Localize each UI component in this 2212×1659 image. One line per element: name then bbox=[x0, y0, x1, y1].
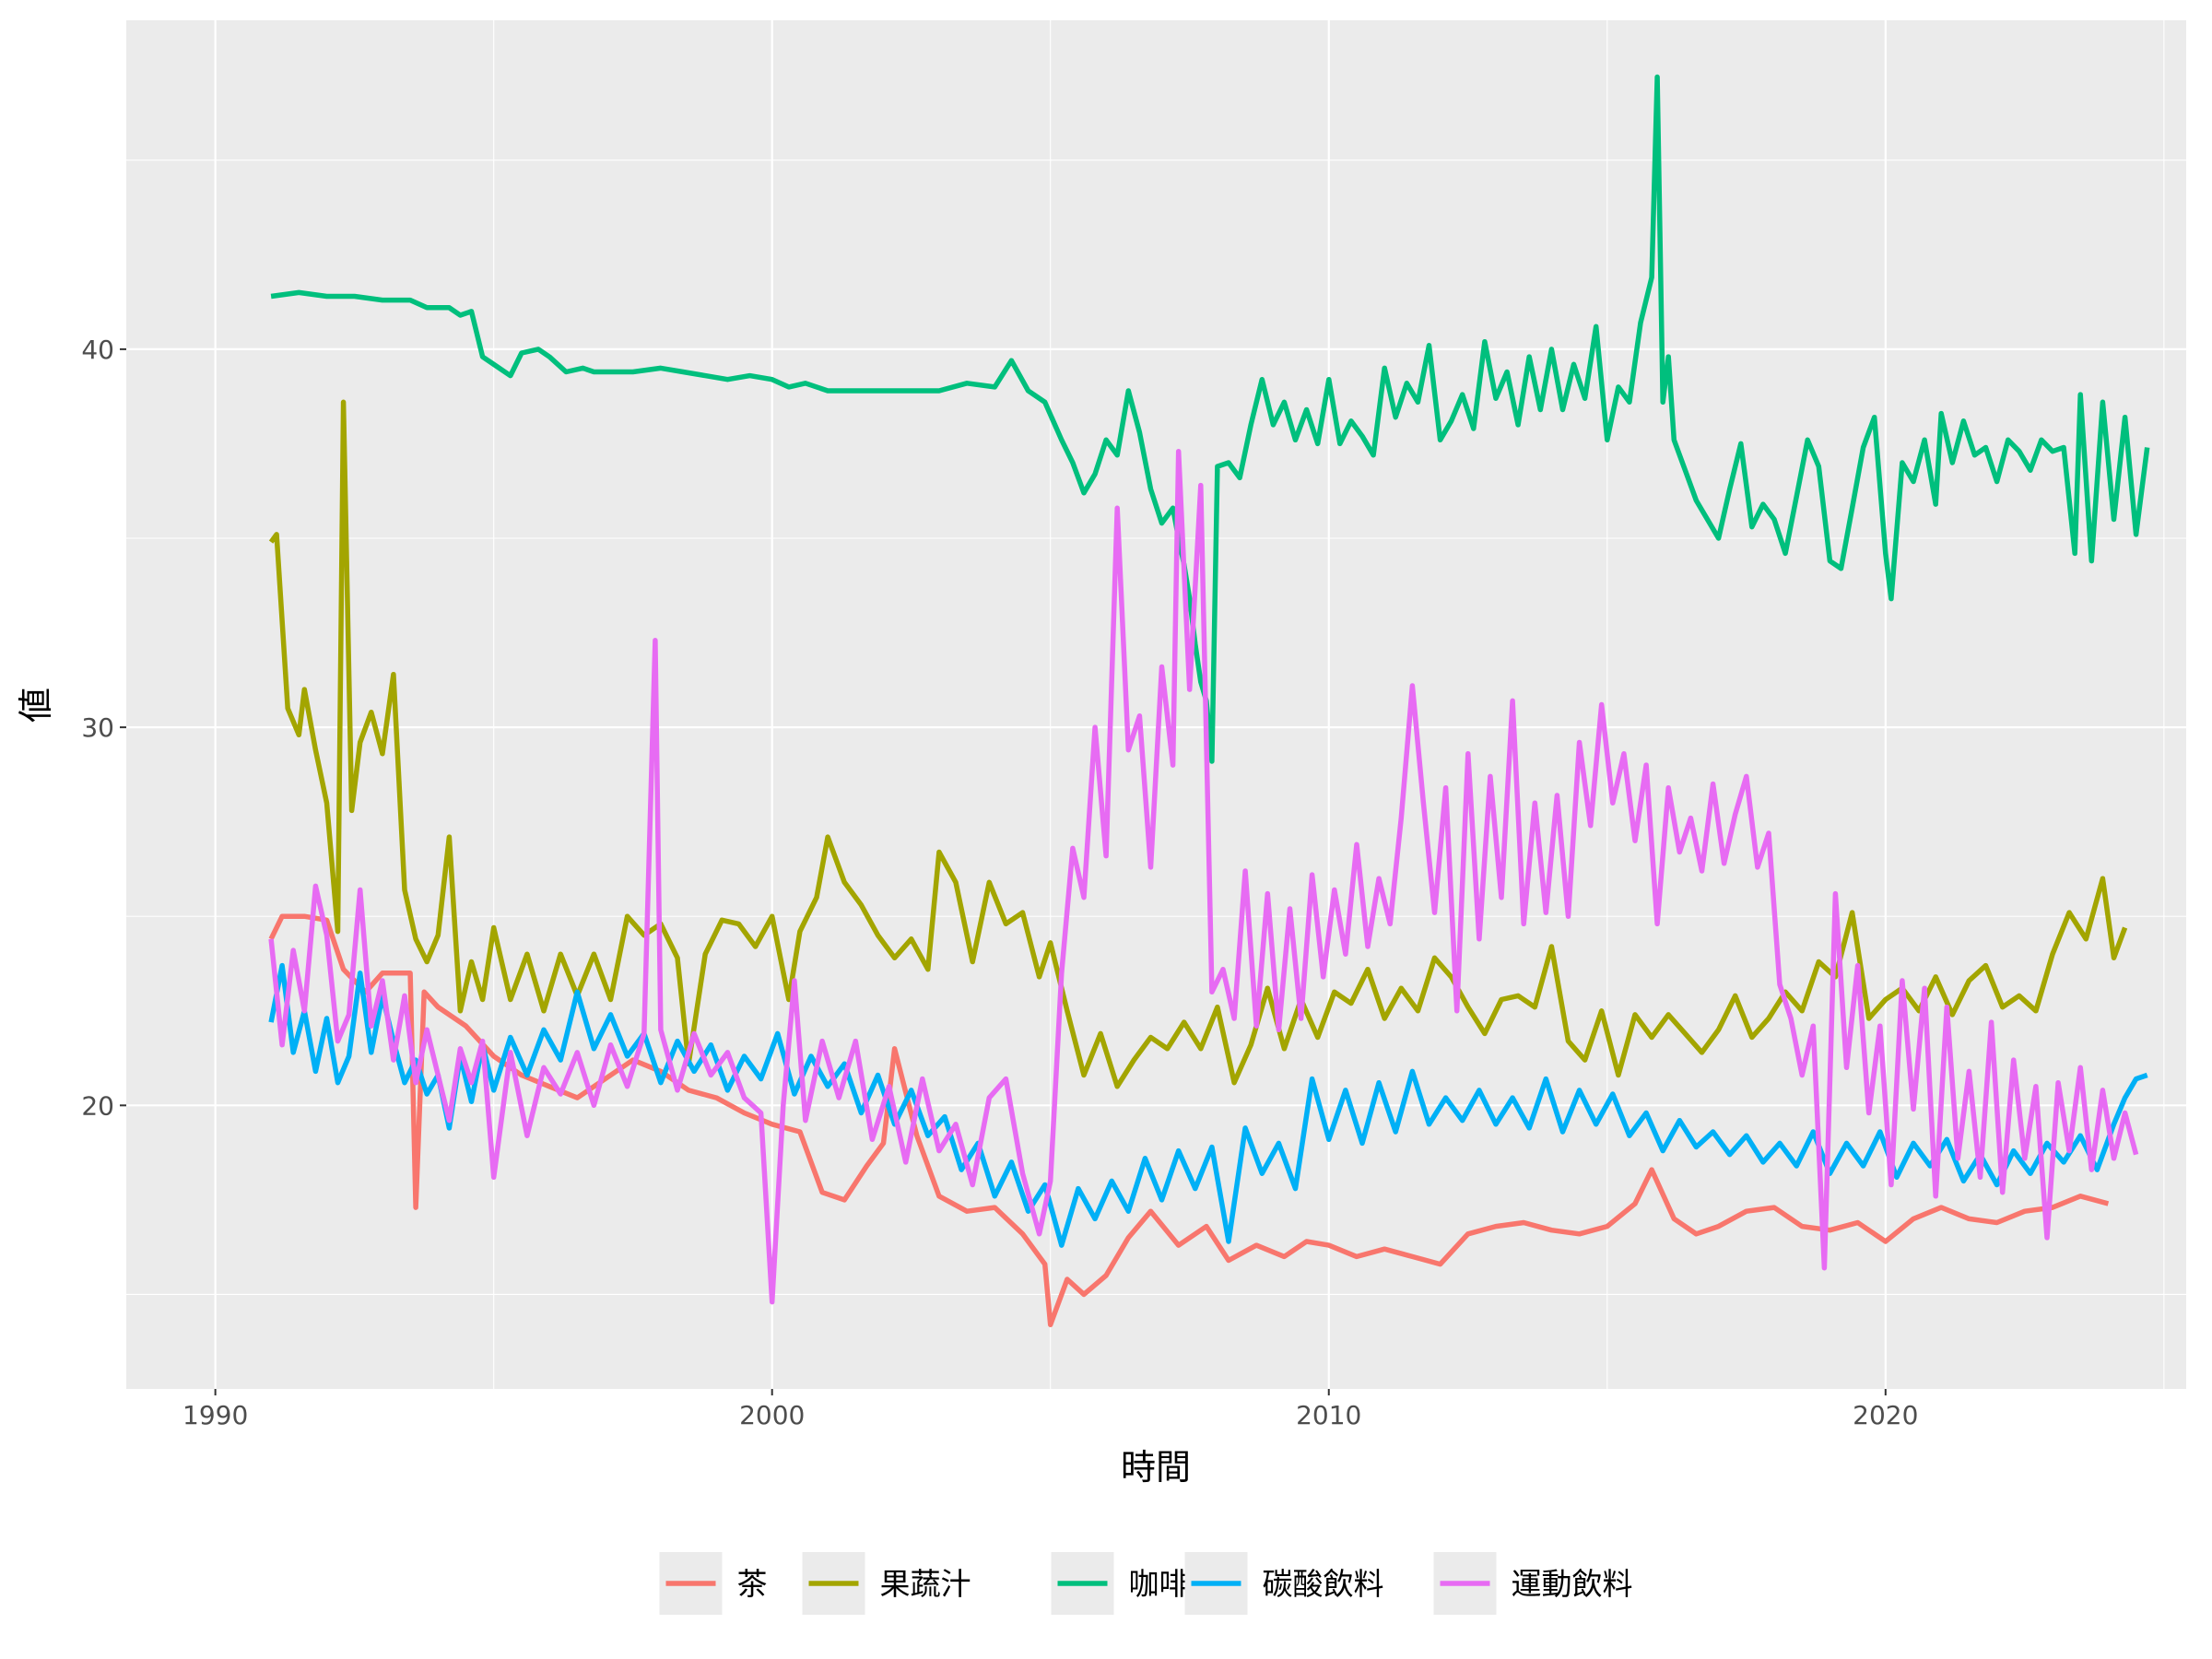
series-lines bbox=[268, 74, 2150, 1328]
x-tick-label: 1990 bbox=[182, 1400, 248, 1430]
y-tick-label: 20 bbox=[81, 1090, 114, 1121]
series-line-4 bbox=[268, 962, 2148, 1248]
legend-label: 果蔬汁 bbox=[880, 1566, 971, 1602]
series-line-3 bbox=[270, 74, 2150, 764]
y-tick-label: 30 bbox=[81, 712, 114, 743]
legend-item-5: 運動飲料 bbox=[1433, 1552, 1633, 1615]
x-axis-ticks: 1990 2000 2010 2020 bbox=[182, 1389, 1918, 1430]
legend: 茶 果蔬汁 咖啡 碳酸飲料 運動飲料 bbox=[659, 1552, 1633, 1615]
y-axis-ticks: 20 30 40 bbox=[81, 335, 126, 1121]
legend-label: 咖啡 bbox=[1129, 1566, 1190, 1602]
legend-label: 茶 bbox=[737, 1566, 768, 1602]
series-line-2 bbox=[268, 399, 2128, 1089]
x-tick-label: 2020 bbox=[1853, 1400, 1918, 1430]
legend-item-1: 茶 bbox=[659, 1552, 768, 1615]
plot-panel bbox=[126, 20, 2186, 1389]
x-tick-label: 2010 bbox=[1296, 1400, 1361, 1430]
legend-label: 碳酸飲料 bbox=[1263, 1566, 1384, 1602]
x-tick-label: 2000 bbox=[739, 1400, 805, 1430]
x-axis-title: 時間 bbox=[1121, 1447, 1191, 1488]
legend-item-4: 碳酸飲料 bbox=[1184, 1552, 1384, 1615]
y-tick-label: 40 bbox=[81, 335, 114, 365]
series-line-5 bbox=[268, 448, 2139, 1305]
y-axis-title: 値 bbox=[16, 688, 56, 723]
legend-item-3: 咖啡 bbox=[1051, 1552, 1190, 1615]
minor-gridlines bbox=[126, 20, 2186, 1389]
legend-label: 運動飲料 bbox=[1512, 1566, 1633, 1602]
legend-item-2: 果蔬汁 bbox=[802, 1552, 971, 1615]
